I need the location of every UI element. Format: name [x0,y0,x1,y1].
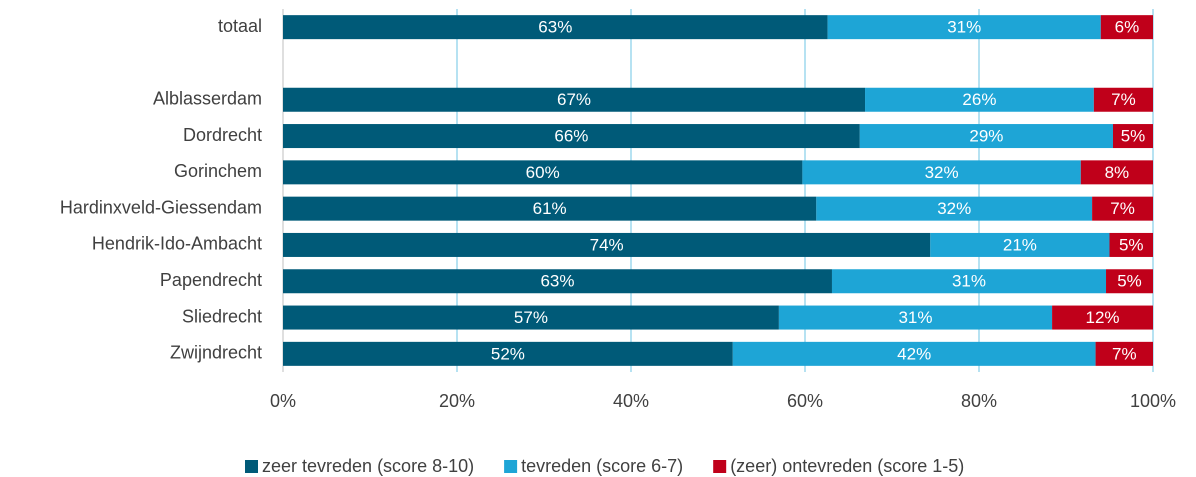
x-tick-label: 100% [1130,391,1176,411]
bar-segment [283,305,779,330]
data-label: 6% [1115,18,1140,37]
y-tick-label: Zwijndrecht [170,343,262,363]
bar-segment [1106,269,1153,294]
data-label: 31% [952,272,986,291]
bar-segment [816,196,1093,221]
data-label: 61% [533,199,567,218]
bar-segment [1080,160,1153,185]
data-label: 32% [925,163,959,182]
bar-segment [930,232,1110,257]
bar-segment [1095,341,1153,366]
y-tick-label: Dordrecht [183,125,262,145]
x-tick-label: 60% [787,391,823,411]
legend-swatch [713,460,727,473]
data-label: 63% [540,272,574,291]
legend-swatch [504,460,518,473]
x-tick-label: 80% [961,391,997,411]
data-label: 7% [1110,199,1135,218]
data-label: 5% [1117,272,1142,291]
bar-segment [1109,232,1153,257]
bar-segment [283,87,866,112]
data-label: 26% [962,90,996,109]
bar-segment [283,232,931,257]
bar-segment [865,87,1094,112]
y-tick-label: Hendrik-Ido-Ambacht [92,234,262,254]
bar-segment [283,160,803,185]
bar-segment [283,15,828,40]
bar-segment [1100,15,1153,40]
y-tick-label: Gorinchem [174,161,262,181]
x-tick-label: 40% [613,391,649,411]
data-label: 57% [514,308,548,327]
legend-label: tevreden (score 6-7) [521,456,683,476]
legend-label: zeer tevreden (score 8-10) [262,456,474,476]
data-label: 7% [1111,90,1136,109]
data-label: 8% [1105,163,1130,182]
y-tick-label: Papendrecht [160,270,262,290]
bar-segment [827,15,1101,40]
legend-label: (zeer) ontevreden (score 1-5) [730,456,964,476]
bar-segment [778,305,1053,330]
data-label: 12% [1086,308,1120,327]
data-label: 31% [947,18,981,37]
bar-segment [1093,87,1153,112]
data-label: 66% [554,127,588,146]
bar-segment [1092,196,1153,221]
bar-segment [1052,305,1153,330]
y-tick-label: Alblasserdam [153,89,262,109]
legend-swatch [245,460,258,473]
bar-segment [732,341,1096,366]
bar-segment [283,124,860,149]
bar-segment [802,160,1081,185]
bar-segment [283,196,817,221]
data-label: 74% [590,235,624,254]
y-tick-label: totaal [218,16,262,36]
data-label: 29% [969,127,1003,146]
x-tick-label: 20% [439,391,475,411]
data-label: 5% [1119,235,1144,254]
data-label: 67% [557,90,591,109]
data-label: 60% [526,163,560,182]
data-label: 21% [1003,235,1037,254]
bar-segment [283,269,832,294]
bar-segment [831,269,1107,294]
data-label: 7% [1112,344,1137,363]
x-tick-label: 0% [270,391,296,411]
data-label: 31% [898,308,932,327]
data-label: 42% [897,344,931,363]
data-label: 32% [937,199,971,218]
bar-segment [1112,124,1153,149]
data-label: 52% [491,344,525,363]
y-tick-label: Hardinxveld-Giessendam [60,197,262,217]
bar-segment [283,341,733,366]
bar-segment [859,124,1113,149]
data-label: 63% [538,18,572,37]
y-tick-label: Sliedrecht [182,306,262,326]
data-label: 5% [1121,127,1146,146]
